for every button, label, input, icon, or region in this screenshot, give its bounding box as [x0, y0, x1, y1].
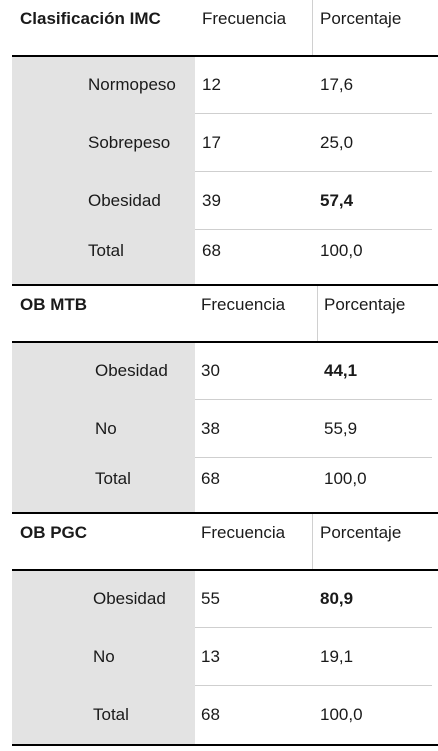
- table-row: No 38 55,9: [12, 400, 438, 458]
- row-label: Obesidad: [93, 589, 166, 608]
- row-freq: 55: [201, 589, 220, 608]
- table-header: OB PGC Frecuencia Porcentaje: [12, 514, 438, 570]
- label-column-shading: [12, 570, 195, 746]
- table-row: Total 68 100,0: [12, 458, 438, 514]
- row-pct: 17,6: [320, 75, 354, 94]
- table-header: Clasificación IMC Frecuencia Porcentaje: [12, 0, 438, 56]
- header-frecuencia: Frecuencia: [201, 523, 286, 542]
- header-rule: [12, 55, 438, 57]
- column-divider: [312, 0, 313, 56]
- table-header: OB MTB Frecuencia Porcentaje: [12, 286, 438, 342]
- row-label: Obesidad: [95, 361, 168, 380]
- header-frecuencia: Frecuencia: [202, 9, 287, 28]
- table-ob-mtb: OB MTB Frecuencia Porcentaje Obesidad 30…: [12, 286, 438, 514]
- row-label: Normopeso: [88, 75, 176, 94]
- header-frecuencia: Frecuencia: [201, 295, 286, 314]
- table-ob-pgc: OB PGC Frecuencia Porcentaje Obesidad 55…: [12, 514, 438, 751]
- column-divider: [312, 514, 313, 570]
- label-column-shading: [12, 342, 195, 514]
- column-divider: [317, 286, 318, 342]
- table-bottom-rule: [12, 284, 438, 286]
- row-freq: 68: [202, 241, 221, 260]
- row-pct: 44,1: [324, 361, 358, 380]
- row-label: Obesidad: [88, 191, 161, 210]
- row-freq: 39: [202, 191, 221, 210]
- row-separator: [195, 627, 432, 628]
- row-freq: 13: [201, 647, 220, 666]
- row-pct: 100,0: [324, 469, 367, 488]
- row-separator: [195, 113, 432, 114]
- row-label: No: [93, 647, 115, 666]
- table-clasificacion-imc: Clasificación IMC Frecuencia Porcentaje …: [12, 0, 438, 286]
- row-label: Total: [88, 241, 124, 260]
- table-title: Clasificación IMC: [20, 9, 161, 28]
- table-bottom-rule: [12, 744, 438, 746]
- row-pct: 57,4: [320, 191, 354, 210]
- table-title: OB MTB: [20, 295, 88, 314]
- row-separator: [195, 171, 432, 172]
- table-row: Sobrepeso 17 25,0: [12, 114, 438, 172]
- row-freq: 17: [202, 133, 221, 152]
- row-pct: 25,0: [320, 133, 354, 152]
- row-label: Total: [93, 705, 129, 724]
- row-freq: 12: [202, 75, 221, 94]
- row-pct: 19,1: [320, 647, 354, 666]
- row-separator: [195, 229, 432, 230]
- row-pct: 55,9: [324, 419, 358, 438]
- table-title: OB PGC: [20, 523, 88, 542]
- row-freq: 30: [201, 361, 220, 380]
- table-bottom-rule: [12, 512, 438, 514]
- row-separator: [195, 457, 432, 458]
- table-row: Obesidad 30 44,1: [12, 342, 438, 400]
- table-row: Normopeso 12 17,6: [12, 56, 438, 114]
- header-rule: [12, 569, 438, 571]
- row-label: Sobrepeso: [88, 133, 171, 152]
- table-row: Obesidad 39 57,4: [12, 172, 438, 230]
- row-label: No: [95, 419, 117, 438]
- row-pct: 100,0: [320, 705, 363, 724]
- row-pct: 100,0: [320, 241, 363, 260]
- table-row: Total 68 100,0: [12, 230, 438, 286]
- row-separator: [195, 399, 432, 400]
- header-porcentaje: Porcentaje: [320, 9, 402, 28]
- table-row: Total 68 100,0: [12, 686, 438, 744]
- label-column-shading: [12, 56, 195, 286]
- row-freq: 38: [201, 419, 220, 438]
- row-separator: [195, 685, 432, 686]
- header-rule: [12, 341, 438, 343]
- table-row: No 13 19,1: [12, 628, 438, 686]
- row-label: Total: [95, 469, 131, 488]
- row-freq: 68: [201, 469, 220, 488]
- header-porcentaje: Porcentaje: [320, 523, 402, 542]
- row-freq: 68: [201, 705, 220, 724]
- header-porcentaje: Porcentaje: [324, 295, 406, 314]
- table-row: Obesidad 55 80,9: [12, 570, 438, 628]
- row-pct: 80,9: [320, 589, 354, 608]
